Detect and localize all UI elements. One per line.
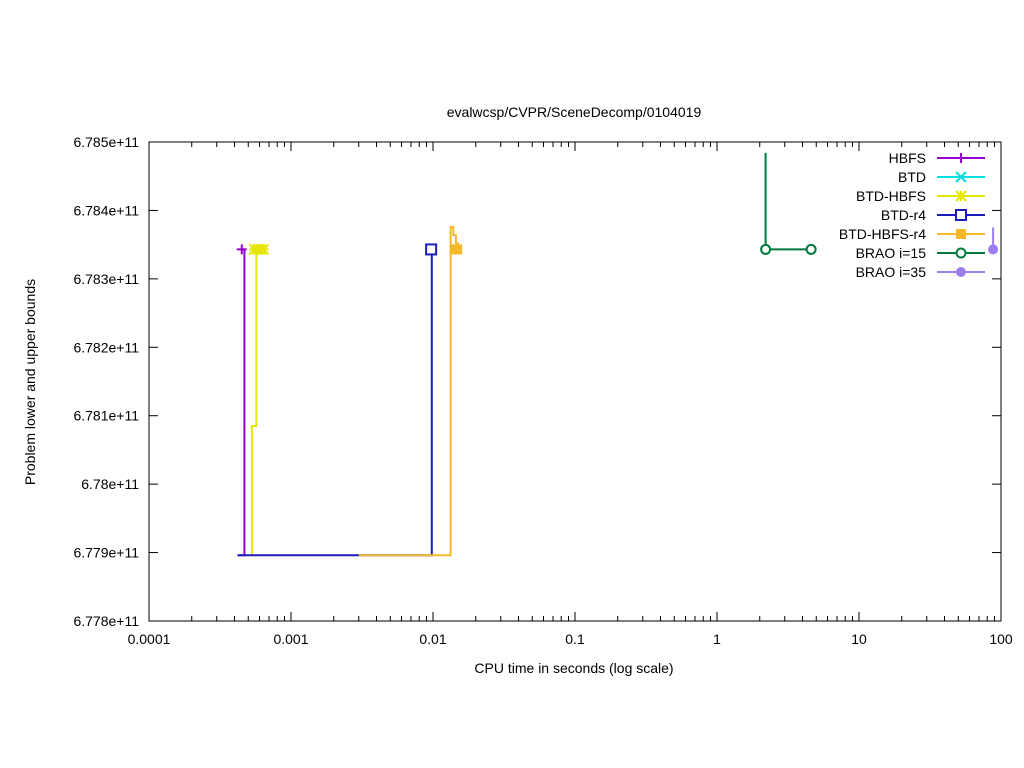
marker-shape	[956, 267, 966, 277]
y-axis-label: Problem lower and upper bounds	[22, 279, 38, 485]
x-tick-label: 0.1	[565, 631, 585, 647]
data-point-marker	[452, 244, 463, 255]
marker-shape	[805, 243, 817, 255]
x-tick-label: 1	[713, 631, 721, 647]
legend-label: HBFS	[889, 150, 926, 166]
legend-item: BTD	[898, 169, 985, 185]
marker-shape	[955, 209, 967, 221]
marker-shape	[955, 171, 967, 183]
y-tick-label: 6.779e+11	[73, 545, 139, 561]
legend-item: BRAO i=15	[856, 245, 985, 261]
marker-shape	[760, 243, 772, 255]
y-tick-label: 6.782e+11	[73, 339, 139, 355]
data-point-marker	[425, 243, 438, 256]
legend-marker	[955, 190, 967, 202]
y-tick-label: 6.783e+11	[73, 271, 139, 287]
data-point-marker	[760, 243, 772, 255]
x-tick-label: 0.01	[419, 631, 446, 647]
legend-marker	[955, 209, 967, 221]
series-brao-i-35	[988, 227, 999, 255]
marker-shape	[425, 243, 438, 256]
legend: HBFS BTD BTD-HBFS BTD-r4 BTD-HBFS-r4 BRAO i=1…	[839, 150, 985, 280]
x-axis-ticks: 0.0001 0.001 0.01 0.1 1 10 100	[128, 142, 1013, 647]
legend-label: BTD-HBFS	[856, 188, 926, 204]
marker-shape	[956, 229, 966, 239]
series-btd-hbfs	[248, 243, 270, 556]
y-tick-label: 6.784e+11	[73, 202, 139, 218]
marker-shape	[236, 244, 247, 255]
lower-bound-line	[358, 225, 459, 557]
legend-label: BTD-r4	[881, 207, 926, 223]
legend-item: BRAO i=35	[856, 264, 985, 280]
series-layer	[236, 152, 999, 557]
legend-label: BTD	[898, 169, 926, 185]
series-hbfs	[236, 244, 247, 557]
y-tick-label: 6.778e+11	[73, 613, 139, 629]
legend-label: BRAO i=35	[856, 264, 927, 280]
marker-shape	[955, 190, 967, 202]
legend-item: BTD-HBFS	[856, 188, 985, 204]
x-tick-label: 100	[989, 631, 1013, 647]
legend-label: BRAO i=15	[856, 245, 927, 261]
x-tick-label: 0.001	[273, 631, 308, 647]
series-brao-i-15	[760, 152, 817, 255]
plot-frame	[148, 141, 1002, 622]
legend-marker	[956, 229, 966, 239]
legend-item: BTD-r4	[881, 207, 985, 223]
y-tick-label: 6.78e+11	[81, 476, 139, 492]
marker-shape	[452, 244, 463, 255]
legend-marker	[955, 171, 967, 183]
x-tick-label: 0.0001	[128, 631, 171, 647]
marker-shape	[955, 247, 967, 259]
y-tick-label: 6.785e+11	[73, 134, 139, 150]
legend-marker	[955, 247, 967, 259]
data-point-marker	[805, 243, 817, 255]
lower-bound-line	[237, 249, 246, 557]
legend-marker	[956, 153, 966, 163]
lower-bound-line	[250, 249, 258, 556]
data-point-marker	[236, 244, 247, 255]
data-point-marker	[257, 243, 270, 256]
legend-marker	[956, 267, 966, 277]
lower-bound-line	[237, 249, 433, 557]
marker-shape	[257, 243, 270, 256]
legend-item: BTD-HBFS-r4	[839, 226, 985, 242]
marker-shape	[988, 244, 999, 255]
series-btd-r4	[237, 243, 438, 557]
data-point-marker	[988, 244, 999, 255]
legend-item: HBFS	[889, 150, 985, 166]
y-axis-ticks: 6.778e+11 6.779e+11 6.78e+11 6.781e+11 6.782…	[73, 134, 1001, 629]
marker-shape	[956, 153, 966, 163]
legend-label: BTD-HBFS-r4	[839, 226, 926, 242]
chart-title: evalwcsp/CVPR/SceneDecomp/0104019	[447, 104, 702, 120]
x-tick-label: 10	[851, 631, 867, 647]
series-btd-hbfs-r4	[358, 225, 463, 557]
y-tick-label: 6.781e+11	[73, 408, 139, 424]
x-axis-label: CPU time in seconds (log scale)	[474, 660, 673, 676]
